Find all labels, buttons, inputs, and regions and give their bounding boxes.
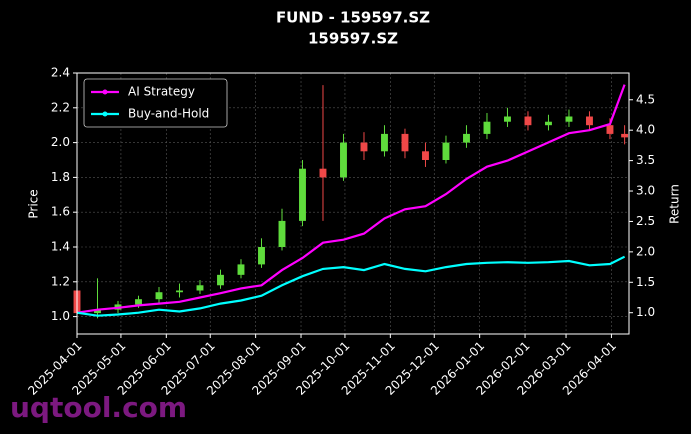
legend-box (83, 78, 228, 128)
candle-body (442, 142, 450, 160)
y2-tick-label: 3.5 (636, 153, 655, 167)
candle-body (621, 133, 629, 138)
y2-tick-label: 3.0 (636, 184, 655, 198)
series-line (76, 255, 626, 317)
y-tick-label: 1.6 (51, 205, 70, 219)
candle-body (155, 292, 163, 300)
candle-body (278, 220, 286, 247)
legend-marker (102, 89, 108, 95)
series-line (76, 84, 626, 314)
y-tick-label: 1.2 (51, 274, 70, 288)
candle-body (545, 121, 552, 126)
candle-body (176, 290, 183, 293)
candle-body (319, 168, 327, 178)
legend-marker (102, 111, 108, 117)
candle-body (524, 116, 532, 126)
candle-body (237, 264, 245, 275)
candle-body (606, 125, 614, 134)
watermark: uqtool.com (10, 391, 187, 424)
y2-tick-label: 2.0 (636, 244, 655, 258)
plot-frame (76, 72, 630, 335)
y2-tick-label: 4.5 (636, 92, 655, 106)
y2-tick-label: 2.5 (636, 214, 655, 228)
legend-label: AI Strategy (128, 85, 195, 99)
candle-body (340, 142, 347, 178)
chart-subtitle: 159597.SZ (308, 30, 398, 48)
candle-body (463, 133, 470, 143)
y-tick-label: 2.4 (51, 66, 70, 80)
y-tick-label: 1.8 (51, 170, 70, 184)
y-tick-label: 1.0 (51, 309, 70, 323)
candle-body (565, 116, 573, 122)
candle-body (299, 168, 306, 221)
y2-tick-label: 1.0 (636, 305, 655, 319)
y-tick-label: 2.0 (51, 135, 70, 149)
candle-body (504, 116, 511, 122)
candle-body (586, 116, 593, 126)
candle-body (401, 133, 409, 152)
candle-body (258, 247, 265, 265)
candle-body (381, 133, 388, 152)
y-tick-label: 2.2 (51, 100, 70, 114)
candle-body (217, 274, 224, 286)
candle-body (360, 142, 368, 152)
legend-label: Buy-and-Hold (128, 107, 209, 121)
candle-body (94, 309, 101, 314)
y2-tick-label: 1.5 (636, 275, 655, 289)
y-tick-label: 1.4 (51, 240, 70, 254)
y2-axis-label: Return (668, 184, 682, 224)
y-axis-label: Price (27, 189, 41, 218)
candle-body (422, 151, 429, 160)
candle-body (196, 285, 204, 291)
candle-body (483, 121, 491, 134)
candle-body (135, 299, 142, 305)
y2-tick-label: 4.0 (636, 123, 655, 137)
chart-title: FUND - 159597.SZ (276, 9, 430, 27)
